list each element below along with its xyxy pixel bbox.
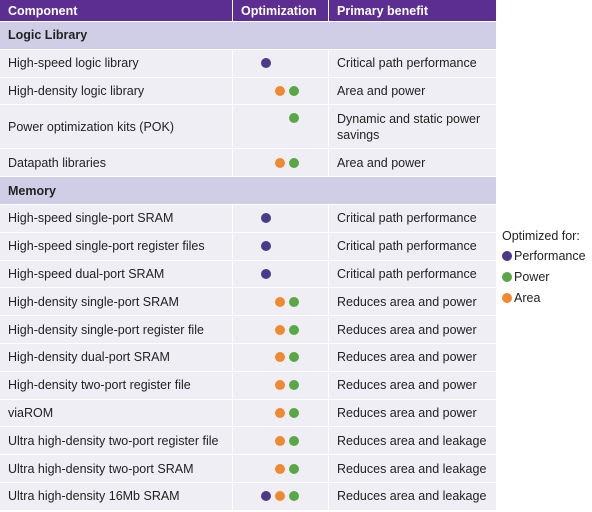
optimization-dot [275,157,285,168]
benefit-cell: Reduces area and power [329,399,496,427]
component-cell: High-density logic library [0,77,232,105]
component-cell: High-speed single-port SRAM [0,205,232,232]
component-cell: High-density single-port SRAM [0,288,232,316]
optimization-cell [233,232,328,260]
component-cell: High-density dual-port SRAM [0,344,232,371]
section-row: Memory [0,177,496,204]
optimization-dot [289,463,299,474]
component-cell: High-speed single-port register files [0,232,232,260]
optimization-dot [275,491,285,502]
component-cell: High-density single-port register file [0,316,232,343]
optimization-dot [289,491,299,502]
benefit-cell: Reduces area and power [329,371,496,399]
legend-dot [502,293,512,303]
benefit-cell: Reduces area and leakage [329,455,496,482]
benefit-cell: Reduces area and leakage [329,427,496,455]
optimization-dot [261,213,271,224]
header-cell: Component [0,0,232,21]
optimization-cell [233,105,328,149]
benefit-cell: Critical path performance [329,205,496,232]
benefit-cell: Critical path performance [329,49,496,77]
component-cell: Ultra high-density 16Mb SRAM [0,483,232,510]
legend-label: Area [514,291,541,305]
benefit-cell: Reduces area and power [329,288,496,316]
optimization-dot [289,352,299,363]
optimization-dot [261,491,271,502]
optimization-cell [233,205,328,232]
benefit-cell: Area and power [329,77,496,105]
benefit-cell: Critical path performance [329,260,496,288]
optimization-dot [275,296,285,307]
optimization-dot [261,241,271,252]
component-cell: High-speed logic library [0,49,232,77]
optimization-dot [289,408,299,418]
optimization-dot [275,463,285,474]
component-cell: Datapath libraries [0,149,232,177]
benefit-cell: Critical path performance [329,232,496,260]
legend-dot [502,272,512,282]
optimization-dot [275,408,285,418]
component-cell: viaROM [0,399,232,427]
optimization-cell [233,49,328,77]
optimization-dot [289,296,299,307]
legend-label: Performance [514,249,586,263]
section-row: Logic Library [0,22,496,49]
benefit-cell: Reduces area and power [329,316,496,343]
optimization-dot [275,86,285,96]
optimization-dot [289,86,299,96]
optimization-dot [261,58,271,69]
legend-dot [502,251,512,261]
component-cell: Ultra high-density two-port SRAM [0,455,232,482]
optimization-dot [289,380,299,391]
optimization-dot [289,324,299,335]
component-cell: Ultra high-density two-port register fil… [0,427,232,455]
header-cell: Optimization [233,0,328,21]
legend-title: Optimized for: [502,229,580,243]
optimization-dot [275,435,285,446]
optimization-dot [275,324,285,335]
optimization-dot [289,157,299,168]
benefit-cell: Dynamic and static power savings [329,105,496,149]
optimization-dot [275,380,285,391]
benefit-cell: Reduces area and leakage [329,483,496,510]
benefit-cell: Area and power [329,149,496,177]
legend-label: Power [514,270,550,284]
optimization-dot [289,435,299,446]
component-cell: Power optimization kits (POK) [0,105,232,149]
header-cell: Primary benefit [329,0,496,21]
component-cell: High-density two-port register file [0,371,232,399]
optimization-cell [233,260,328,288]
optimization-dot [275,352,285,363]
component-cell: High-speed dual-port SRAM [0,260,232,288]
optimization-dot [261,269,271,279]
optimization-dot [289,113,299,124]
benefit-cell: Reduces area and power [329,344,496,371]
